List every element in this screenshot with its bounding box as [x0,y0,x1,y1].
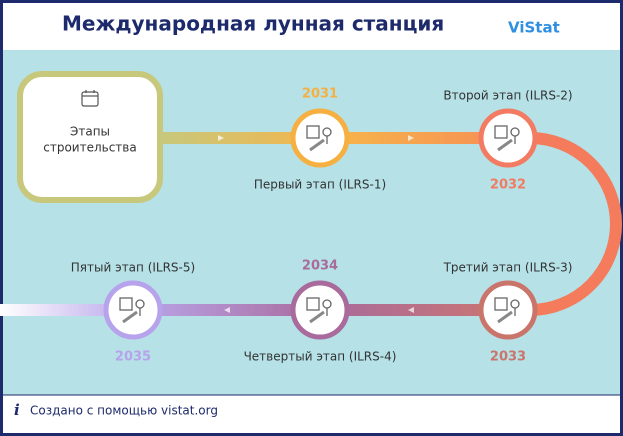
icon-part [497,138,513,152]
stage-icon [306,125,332,152]
info-icon: i [14,401,20,419]
path-arc [529,132,622,316]
arrows [218,135,414,313]
stage-label: Первый этап (ILRS-1) [254,178,386,192]
icon-part [306,125,320,139]
stage-year: 2033 [490,350,526,365]
stage-node [478,108,538,168]
stage-icon [306,297,332,324]
stage-label: Пятый этап (ILRS-5) [71,261,195,275]
icon-part [494,297,508,311]
stage-label: Третий этап (ILRS-3) [443,261,573,275]
stage-node [290,280,350,340]
stage-year: 2032 [490,178,526,193]
stage-icon [119,297,145,324]
stage-year: 2034 [302,259,338,274]
icon-part [309,138,325,152]
stage-icon [494,297,520,324]
start-box [17,71,163,203]
icon-part [494,125,508,139]
logo: ViStat [508,19,560,37]
icon-part [309,310,325,324]
icon-part [497,310,513,324]
title: Международная лунная станция [62,12,444,36]
stage-node [290,108,350,168]
stage-year: 2031 [302,87,338,102]
stage-node [103,280,163,340]
stage-label: Второй этап (ILRS-2) [443,89,572,103]
stage-label: Четвертый этап (ILRS-4) [244,350,397,364]
stage-year: 2035 [115,350,151,365]
stage-icon [494,125,520,152]
icon-part [306,297,320,311]
icon-part [119,297,133,311]
start-label: Этапы [70,125,110,139]
stage-node [478,280,538,340]
calendar-icon [81,90,99,107]
footer-text: Создано с помощью vistat.org [30,404,218,418]
icon-part [122,310,138,324]
start-label: строительства [43,141,136,155]
